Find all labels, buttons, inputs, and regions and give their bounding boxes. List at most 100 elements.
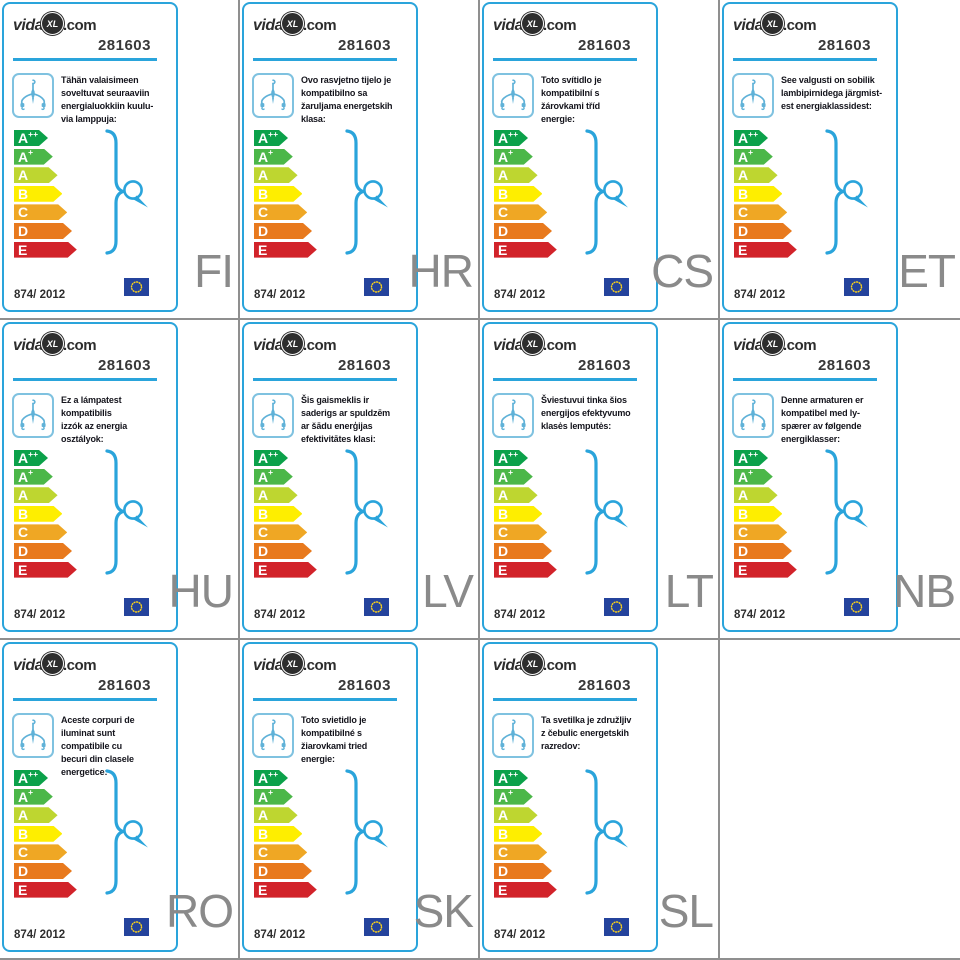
divider-rule <box>13 58 157 61</box>
energy-label-card: vida XL .com 281603 <box>482 322 658 632</box>
product-number: 281603 <box>817 37 871 54</box>
brace-icon <box>825 449 848 575</box>
energy-label-card: vida XL .com 281603 <box>482 2 658 312</box>
label-cell: vida XL .com 281603 <box>0 640 240 960</box>
energy-arrow-A: A <box>494 807 538 823</box>
brace-bulb-group <box>823 447 875 584</box>
logo-text-vida: vida <box>13 656 44 674</box>
energy-arrow-A: A <box>14 487 58 503</box>
energy-arrow-list: A ++ A + A B C D E <box>494 770 557 900</box>
product-number: 281603 <box>97 37 151 54</box>
label-cell: vida XL .com 281603 <box>720 0 960 320</box>
divider-rule <box>13 698 157 701</box>
energy-label-card: vida XL .com 281603 <box>242 642 418 952</box>
energy-arrow-A++: A ++ <box>14 770 48 786</box>
energy-arrow-C: C <box>494 204 547 220</box>
vidaxl-logo: vida XL .com <box>493 652 577 679</box>
compatibility-text: Šviestuvui tinka šios energijos efektyvu… <box>541 395 631 431</box>
energy-arrow-D: D <box>494 543 552 559</box>
energy-arrow-A++: A ++ <box>494 770 528 786</box>
vidaxl-logo: vida XL .com <box>493 332 577 359</box>
eu-flag-icon <box>364 918 389 941</box>
compatibility-text: Denne armaturen er kompatibel med ly- sp… <box>781 395 864 444</box>
regulation-number: 874/ 2012 <box>734 609 786 621</box>
product-number: 281603 <box>577 357 631 374</box>
regulation-number: 874/ 2012 <box>494 609 546 621</box>
vidaxl-logo: vida XL .com <box>733 12 817 39</box>
vidaxl-logo: vida XL .com <box>253 652 337 679</box>
product-number: 281603 <box>577 37 631 54</box>
product-number: 281603 <box>337 677 391 694</box>
brace-icon <box>105 769 128 895</box>
energy-arrow-E: E <box>254 882 317 898</box>
regulation-number: 874/ 2012 <box>254 289 306 301</box>
vidaxl-logo: vida XL .com <box>493 12 577 39</box>
energy-arrow-E: E <box>734 562 797 578</box>
brace-icon <box>345 449 368 575</box>
energy-label-card: vida XL .com 281603 <box>482 642 658 952</box>
energy-arrow-E: E <box>734 242 797 258</box>
divider-rule <box>733 58 877 61</box>
language-code: NB <box>893 565 956 617</box>
brace-bulb-group <box>583 127 635 264</box>
energy-arrow-C: C <box>494 844 547 860</box>
logo-text-com: .com <box>303 17 337 34</box>
brace-icon <box>585 769 608 895</box>
energy-arrow-E: E <box>254 242 317 258</box>
bulb-icon <box>123 820 148 848</box>
energy-arrow-D: D <box>254 223 312 239</box>
bulb-icon <box>843 180 868 208</box>
compatibility-text: Ovo rasvjetno tijelo je kompatibilno sa … <box>301 75 393 124</box>
xl-badge-icon: XL <box>521 652 545 675</box>
regulation-number: 874/ 2012 <box>494 289 546 301</box>
eu-flag-icon <box>604 278 629 301</box>
energy-arrow-E: E <box>494 242 557 258</box>
energy-arrow-B: B <box>734 506 782 522</box>
regulation-number: 874/ 2012 <box>14 929 66 941</box>
logo-text-vida: vida <box>253 16 284 34</box>
bulb-icon <box>603 180 628 208</box>
label-cell: vida XL .com 281603 <box>480 640 720 960</box>
energy-arrow-C: C <box>254 204 307 220</box>
energy-arrow-C: C <box>254 524 307 540</box>
energy-arrow-D: D <box>254 543 312 559</box>
chandelier-icon <box>732 393 774 438</box>
energy-arrow-A: A <box>254 807 298 823</box>
logo-text-com: .com <box>543 17 577 34</box>
divider-rule <box>253 378 397 381</box>
xl-badge-icon: XL <box>281 652 305 675</box>
logo-text-com: .com <box>63 657 97 674</box>
xl-badge-icon: XL <box>761 12 785 35</box>
compatibility-text: Šis gaismeklis ir saderigs ar spuldzēm a… <box>301 395 391 444</box>
energy-arrow-B: B <box>494 826 542 842</box>
label-cell: vida XL .com 281603 <box>0 0 240 320</box>
divider-rule <box>493 698 637 701</box>
language-code: ET <box>898 245 956 297</box>
energy-arrow-B: B <box>14 826 62 842</box>
energy-arrow-A: A <box>14 167 58 183</box>
bulb-icon <box>363 820 388 848</box>
language-code: LV <box>422 565 474 617</box>
energy-arrow-D: D <box>494 223 552 239</box>
compatibility-text: Toto svietidlo je kompatibilné s žiarovk… <box>301 715 368 764</box>
xl-badge-icon: XL <box>281 332 305 355</box>
energy-label-card: vida XL .com 281603 <box>722 2 898 312</box>
energy-arrow-D: D <box>14 223 72 239</box>
chandelier-icon <box>252 713 294 758</box>
brace-icon <box>345 129 368 255</box>
logo-text-vida: vida <box>733 16 764 34</box>
logo-text-com: .com <box>63 17 97 34</box>
logo-text-vida: vida <box>733 336 764 354</box>
logo-text-com: .com <box>543 337 577 354</box>
chandelier-icon <box>252 393 294 438</box>
energy-arrow-B: B <box>734 186 782 202</box>
product-number: 281603 <box>97 357 151 374</box>
vidaxl-logo: vida XL .com <box>13 12 97 39</box>
energy-arrow-A+: A + <box>14 789 53 805</box>
eu-flag-icon <box>124 278 149 301</box>
language-code: LT <box>664 565 714 617</box>
bulb-icon <box>603 820 628 848</box>
energy-label-card: vida XL .com 281603 <box>722 322 898 632</box>
empty-cell <box>720 640 960 960</box>
energy-arrow-B: B <box>254 826 302 842</box>
